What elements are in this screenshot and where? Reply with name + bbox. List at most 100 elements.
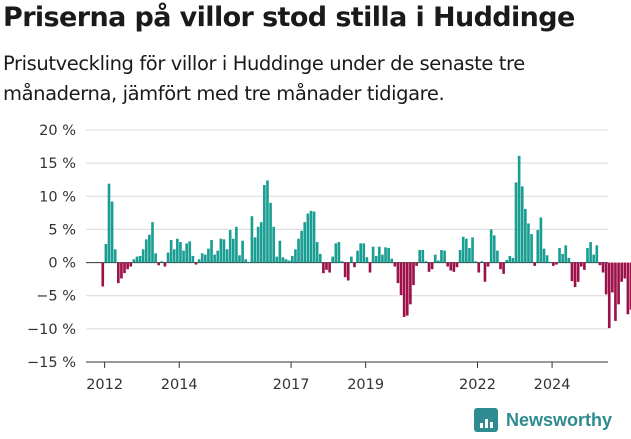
bar	[216, 250, 220, 263]
bar	[433, 254, 437, 263]
bar	[623, 262, 627, 279]
bar	[415, 262, 418, 266]
bar	[586, 247, 589, 263]
bar	[101, 262, 105, 287]
bar	[238, 255, 241, 263]
bar	[458, 249, 462, 263]
bar	[455, 262, 459, 268]
bar	[172, 249, 176, 263]
bar	[343, 262, 347, 278]
bar	[533, 262, 536, 266]
y-tick-label: 5 %	[48, 222, 76, 238]
bar	[576, 262, 580, 282]
bar	[405, 262, 409, 316]
bar	[595, 245, 599, 263]
bar	[281, 257, 285, 263]
y-tick-label: 15 %	[39, 156, 76, 172]
bar	[390, 258, 394, 263]
bar	[480, 261, 484, 263]
bar	[468, 247, 471, 263]
bar	[424, 261, 428, 263]
x-tick-label: 2022	[459, 377, 496, 393]
newsworthy-brand: Newsworthy	[474, 408, 612, 432]
bar	[356, 250, 359, 263]
bar	[309, 210, 313, 263]
chart-title: Priserna på villor stod stilla i Hudding…	[3, 2, 575, 33]
bar	[374, 255, 378, 263]
bar	[328, 262, 331, 273]
bar	[207, 248, 210, 263]
bar	[191, 255, 195, 263]
bar	[110, 201, 114, 263]
bar	[517, 155, 521, 263]
y-tick-label: 0 %	[48, 256, 76, 272]
bar	[346, 262, 350, 281]
bar	[250, 216, 254, 263]
bar	[617, 262, 620, 305]
bar	[241, 240, 244, 263]
bar	[113, 249, 117, 263]
bar	[228, 230, 232, 263]
bar	[138, 255, 142, 263]
bar	[573, 262, 577, 288]
bar	[409, 262, 412, 305]
bar	[104, 244, 108, 263]
bar	[452, 262, 456, 272]
bar	[604, 262, 608, 295]
bar	[306, 213, 310, 263]
bar	[607, 262, 611, 329]
y-tick-label: 10 %	[39, 189, 76, 205]
bar	[219, 238, 223, 263]
bar	[505, 259, 509, 263]
bar	[564, 245, 568, 263]
bar	[477, 262, 481, 273]
bar	[266, 180, 269, 263]
x-tick-label: 2024	[534, 377, 571, 393]
bar	[148, 234, 151, 263]
bar	[421, 249, 425, 263]
bar	[160, 261, 164, 263]
bar	[377, 246, 381, 263]
bar	[536, 230, 540, 263]
y-tick-label: −15 %	[27, 355, 76, 371]
bar	[231, 238, 235, 263]
bar	[107, 183, 111, 263]
bar	[437, 260, 440, 263]
bar	[474, 261, 477, 263]
bar	[558, 247, 561, 263]
bar	[294, 249, 297, 263]
bar	[368, 262, 372, 273]
bar	[263, 185, 266, 263]
bar	[508, 255, 512, 263]
bar	[278, 240, 282, 263]
bar	[567, 257, 571, 263]
brand-name: Newsworthy	[506, 409, 613, 430]
bar	[371, 246, 375, 263]
bar	[247, 261, 251, 263]
bar	[393, 262, 397, 267]
bar	[200, 253, 204, 263]
bar	[169, 240, 173, 263]
x-tick-label: 2019	[347, 377, 384, 393]
bar	[399, 262, 403, 296]
bar	[225, 249, 229, 263]
bar	[197, 259, 201, 263]
bar	[350, 256, 353, 263]
bar	[598, 262, 602, 266]
x-tick-label: 2012	[86, 377, 123, 393]
bar	[514, 182, 518, 263]
bar	[256, 226, 260, 263]
bar	[303, 222, 307, 263]
newsworthy-logo-icon	[474, 408, 498, 432]
bar	[120, 262, 123, 279]
bar	[235, 226, 238, 263]
bar	[548, 261, 552, 263]
bar	[135, 256, 139, 263]
bar	[176, 238, 179, 263]
bar	[486, 262, 490, 267]
bar	[449, 262, 453, 271]
bar	[337, 242, 341, 263]
bar	[381, 254, 384, 263]
bar	[499, 262, 502, 270]
bar	[502, 262, 505, 274]
